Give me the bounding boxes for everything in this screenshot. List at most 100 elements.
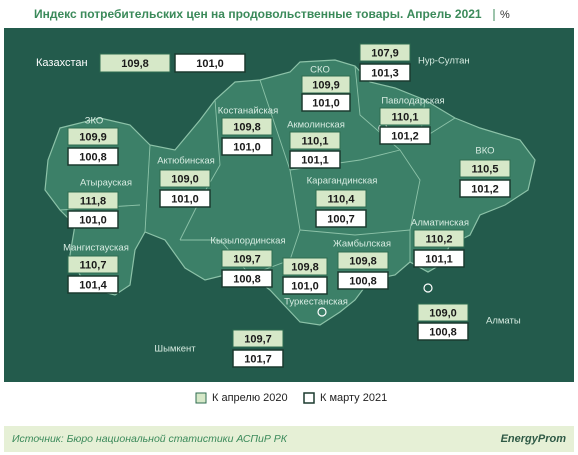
value-box-mar2021 (337, 271, 389, 290)
value-box-mar2021 (459, 179, 511, 198)
legend-label: К марту 2021 (320, 392, 387, 404)
legend-label: К апрелю 2020 (212, 392, 288, 404)
value-box-mar2021 (301, 93, 351, 112)
region-name: ВКО (475, 146, 494, 157)
value-apr2020: 111,8 (80, 195, 106, 207)
value-box-mar2021 (282, 276, 328, 295)
value-box-mar2021 (159, 189, 211, 208)
value-apr2020: 109,0 (171, 173, 199, 185)
region-name: Мангистауская (63, 243, 129, 254)
region-name: Нур-Султан (418, 56, 470, 67)
value-box-apr2020 (282, 257, 328, 276)
logo: EnergyProm (501, 433, 567, 445)
value-box-apr2020 (459, 159, 511, 178)
value-mar2021: 100,8 (429, 326, 457, 338)
value-apr2020: 110,1 (392, 111, 419, 123)
value-apr2020: 109,7 (233, 253, 261, 265)
value-box-apr2020 (232, 329, 284, 348)
value-apr2020: 110,5 (472, 163, 499, 175)
title: Индекс потребительских цен на продовольс… (34, 7, 482, 21)
value-apr2020: 110,2 (426, 233, 453, 245)
region-name: Акмолинская (287, 120, 345, 131)
value-mar2021: 101,0 (171, 193, 199, 205)
value-box-mar2021 (232, 349, 284, 368)
value-box-mar2021 (67, 275, 119, 294)
value-box-apr2020 (67, 255, 119, 274)
value-apr2020: 109,7 (244, 333, 272, 345)
value-apr2020: 109,8 (121, 58, 149, 70)
value-box-apr2020 (159, 169, 211, 188)
value-box-apr2020 (221, 117, 273, 136)
value-apr2020: 110,7 (80, 259, 107, 271)
value-box-apr2020 (301, 75, 351, 94)
value-mar2021: 101,3 (371, 67, 399, 79)
legend-swatch (195, 392, 207, 404)
value-box-apr2020 (67, 127, 119, 146)
region-name: Карагандинская (307, 176, 378, 187)
region-name: ЗКО (85, 116, 104, 127)
value-mar2021: 101,0 (312, 97, 340, 109)
value-box-mar2021 (289, 150, 341, 169)
value-box-mar2021 (174, 53, 246, 73)
value-box-mar2021 (221, 269, 273, 288)
value-apr2020: 109,9 (312, 79, 340, 91)
value-box-apr2020 (417, 303, 469, 322)
value-mar2021: 100,8 (233, 273, 261, 285)
region-name: Шымкент (154, 344, 196, 355)
region-name: Кызылординская (210, 236, 285, 247)
region-name: Туркестанская (284, 297, 348, 308)
value-apr2020: 107,9 (371, 47, 399, 59)
value-box-apr2020 (99, 53, 171, 73)
value-box-apr2020 (67, 191, 119, 210)
value-mar2021: 100,8 (349, 275, 377, 287)
region-name: Казахстан (36, 57, 88, 69)
value-mar2021: 101,0 (291, 280, 319, 292)
value-box-mar2021 (315, 209, 367, 228)
value-mar2021: 101,7 (244, 353, 272, 365)
value-box-mar2021 (359, 63, 411, 82)
value-box-mar2021 (67, 147, 119, 166)
value-mar2021: 100,7 (327, 213, 355, 225)
value-apr2020: 109,8 (233, 121, 261, 133)
value-box-apr2020 (221, 249, 273, 268)
footer-bar (4, 426, 574, 452)
value-box-apr2020 (379, 107, 431, 126)
value-box-apr2020 (289, 131, 341, 150)
value-box-mar2021 (417, 322, 469, 341)
value-mar2021: 101,2 (391, 130, 419, 142)
region-name: Алматы (486, 316, 521, 327)
unit: % (500, 9, 510, 21)
value-mar2021: 101,0 (79, 214, 107, 226)
value-box-mar2021 (379, 126, 431, 145)
value-box-apr2020 (315, 189, 367, 208)
city-dot (317, 307, 327, 317)
value-mar2021: 101,1 (425, 253, 453, 265)
value-box-apr2020 (337, 251, 389, 270)
value-box-apr2020 (359, 43, 411, 62)
value-apr2020: 109,8 (349, 255, 377, 267)
region-name: Павлодарская (381, 96, 444, 107)
value-apr2020: 110,4 (328, 193, 356, 205)
source: Источник: Бюро национальной статистики А… (12, 433, 288, 445)
value-mar2021: 101,2 (471, 183, 499, 195)
value-mar2021: 100,8 (79, 151, 107, 163)
value-mar2021: 101,0 (196, 58, 224, 70)
value-apr2020: 109,8 (291, 261, 319, 273)
value-apr2020: 109,9 (79, 131, 107, 143)
value-mar2021: 101,4 (79, 279, 107, 291)
value-box-apr2020 (413, 229, 465, 248)
legend-swatch (303, 392, 315, 404)
region-name: Костанайская (218, 106, 278, 117)
value-box-mar2021 (221, 137, 273, 156)
value-apr2020: 110,1 (302, 135, 329, 147)
value-mar2021: 101,0 (233, 141, 261, 153)
region-name: Алматинская (411, 218, 469, 229)
region-name: Жамбылская (333, 239, 391, 250)
value-mar2021: 101,1 (301, 154, 329, 166)
city-dot (423, 283, 433, 293)
region-name: Атырауская (80, 178, 132, 189)
value-apr2020: 109,0 (429, 307, 457, 319)
